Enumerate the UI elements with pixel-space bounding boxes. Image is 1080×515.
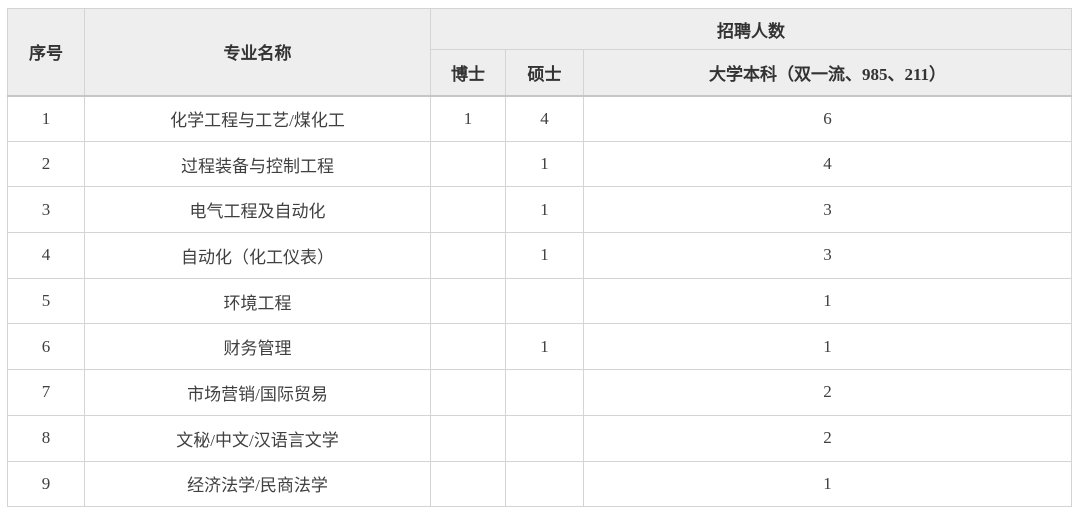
cell-index: 5 — [7, 277, 85, 325]
table-body: 1 化学工程与工艺/煤化工 1 4 6 2 过程装备与控制工程 1 4 3 电气… — [7, 95, 1072, 508]
cell-master: 1 — [505, 323, 584, 371]
col-header-bachelor: 大学本科（双一流、985、211） — [583, 49, 1072, 97]
table-row: 6 财务管理 1 1 — [7, 323, 1072, 371]
cell-major: 过程装备与控制工程 — [84, 140, 431, 188]
table-row: 1 化学工程与工艺/煤化工 1 4 6 — [7, 95, 1072, 142]
cell-bachelor: 1 — [583, 460, 1072, 508]
cell-major: 自动化（化工仪表） — [84, 232, 431, 279]
cell-phd — [430, 323, 506, 371]
cell-bachelor: 2 — [583, 369, 1072, 416]
cell-major: 市场营销/国际贸易 — [84, 369, 431, 416]
col-header-major: 专业名称 — [84, 8, 431, 97]
cell-master — [505, 460, 584, 508]
recruitment-table: 序号 专业名称 招聘人数 博士 硕士 大学本科（双一流、985、211） 1 化… — [7, 8, 1072, 508]
cell-index: 2 — [7, 140, 85, 188]
table-row: 3 电气工程及自动化 1 3 — [7, 186, 1072, 234]
cell-major: 环境工程 — [84, 277, 431, 325]
table-header: 序号 专业名称 招聘人数 博士 硕士 大学本科（双一流、985、211） — [7, 8, 1072, 97]
header-row-2: 博士 硕士 大学本科（双一流、985、211） — [8, 49, 1072, 97]
cell-bachelor: 2 — [583, 414, 1072, 462]
col-header-phd: 博士 — [430, 49, 506, 97]
table-row: 5 环境工程 1 — [7, 277, 1072, 325]
cell-master: 1 — [505, 140, 584, 188]
cell-phd — [430, 369, 506, 416]
cell-phd — [430, 277, 506, 325]
cell-index: 7 — [7, 369, 85, 416]
table-row: 2 过程装备与控制工程 1 4 — [7, 140, 1072, 188]
cell-major: 财务管理 — [84, 323, 431, 371]
cell-bachelor: 1 — [583, 323, 1072, 371]
cell-phd — [430, 186, 506, 234]
table-row: 4 自动化（化工仪表） 1 3 — [7, 232, 1072, 279]
cell-bachelor: 3 — [583, 186, 1072, 234]
col-header-recruit-group: 招聘人数 — [430, 8, 1072, 50]
cell-master — [505, 277, 584, 325]
cell-master — [505, 369, 584, 416]
table-row: 8 文秘/中文/汉语言文学 2 — [7, 414, 1072, 462]
cell-bachelor: 3 — [583, 232, 1072, 279]
cell-master: 1 — [505, 232, 584, 279]
cell-major: 电气工程及自动化 — [84, 186, 431, 234]
cell-phd — [430, 232, 506, 279]
cell-index: 4 — [7, 232, 85, 279]
col-header-index: 序号 — [7, 8, 85, 97]
cell-phd — [430, 460, 506, 508]
table-row: 9 经济法学/民商法学 1 — [7, 460, 1072, 508]
cell-master: 1 — [505, 186, 584, 234]
cell-bachelor: 6 — [583, 95, 1072, 142]
col-header-master: 硕士 — [505, 49, 584, 97]
table-row: 7 市场营销/国际贸易 2 — [7, 369, 1072, 416]
cell-bachelor: 4 — [583, 140, 1072, 188]
cell-phd — [430, 140, 506, 188]
cell-master: 4 — [505, 95, 584, 142]
cell-phd: 1 — [430, 95, 506, 142]
cell-index: 6 — [7, 323, 85, 371]
cell-index: 8 — [7, 414, 85, 462]
cell-bachelor: 1 — [583, 277, 1072, 325]
cell-index: 1 — [7, 95, 85, 142]
cell-index: 9 — [7, 460, 85, 508]
cell-major: 文秘/中文/汉语言文学 — [84, 414, 431, 462]
cell-index: 3 — [7, 186, 85, 234]
cell-major: 化学工程与工艺/煤化工 — [84, 95, 431, 142]
cell-master — [505, 414, 584, 462]
cell-major: 经济法学/民商法学 — [84, 460, 431, 508]
cell-phd — [430, 414, 506, 462]
header-row-1: 序号 专业名称 招聘人数 — [7, 8, 1072, 97]
